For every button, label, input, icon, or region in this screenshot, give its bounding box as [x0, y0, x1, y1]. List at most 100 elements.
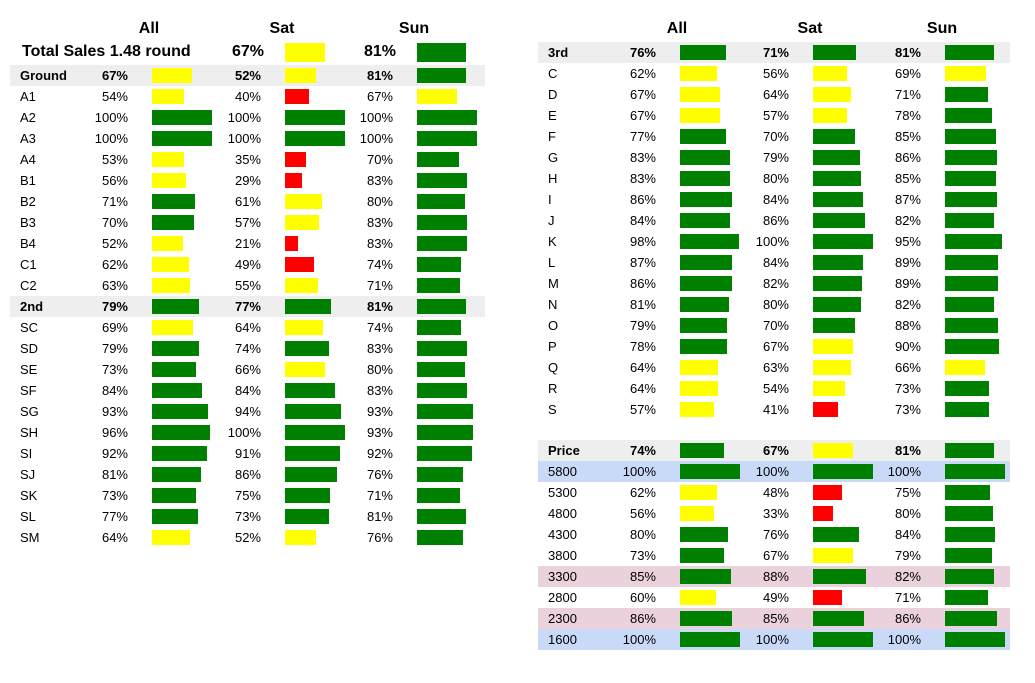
all-value: 63% [101, 278, 128, 293]
row-label: H [548, 171, 558, 186]
row-label: B3 [20, 215, 36, 230]
all-value: 64% [629, 360, 656, 375]
sat-value: 94% [234, 404, 261, 419]
all-value: 79% [101, 299, 128, 314]
sun-bar [417, 131, 477, 146]
sat-value: 55% [234, 278, 261, 293]
sun-value: 83% [366, 236, 393, 251]
row-label: B2 [20, 194, 36, 209]
sat-bar [813, 108, 847, 123]
sun-bar [945, 297, 994, 312]
all-value: 62% [101, 257, 128, 272]
sun-value: 80% [894, 506, 921, 521]
all-value: 79% [101, 341, 128, 356]
table-row: 3800 73% 67% 79% [538, 545, 1010, 566]
all-bar [680, 87, 720, 102]
row-label: Q [548, 360, 559, 375]
sat-bar [813, 569, 866, 584]
all-bar [152, 278, 190, 293]
sat-value: 35% [234, 152, 261, 167]
sun-bar [945, 192, 997, 207]
sun-bar [417, 530, 463, 545]
sat-value: 57% [234, 215, 261, 230]
all-bar [152, 446, 207, 461]
sat-value: 82% [762, 276, 789, 291]
table-row: 4800 56% 33% 80% [538, 503, 1010, 524]
sun-bar [417, 341, 467, 356]
sun-bar [417, 110, 477, 125]
table-row: SI 92% 91% 92% [10, 443, 485, 464]
table-row: SF 84% 84% 83% [10, 380, 485, 401]
table-row: 5300 62% 48% 75% [538, 482, 1010, 503]
all-bar [680, 150, 730, 165]
header-sat: Sat [269, 20, 295, 37]
sun-bar [417, 383, 467, 398]
all-value: 69% [101, 320, 128, 335]
sat-bar [813, 381, 845, 396]
sun-bar [417, 320, 461, 335]
sun-value: 90% [894, 339, 921, 354]
sun-value: 81% [366, 68, 393, 83]
all-value: 52% [101, 236, 128, 251]
all-value: 81% [101, 467, 128, 482]
all-bar [680, 192, 732, 207]
all-value: 73% [101, 362, 128, 377]
sat-value: 48% [762, 485, 789, 500]
total-sat-bar [285, 43, 325, 62]
total-sun-value: 81% [363, 43, 396, 60]
left-table: Ground 67% 52% 81% A1 54% 40% 67% A2 100% 100% 100%… [10, 65, 485, 548]
sat-value: 67% [762, 548, 789, 563]
table-row: C 62% 56% 69% [538, 63, 1010, 84]
sat-value: 33% [762, 506, 789, 521]
all-value: 100% [94, 131, 128, 146]
sat-value: 29% [234, 173, 261, 188]
sun-bar [945, 569, 994, 584]
table-row: N 81% 80% 82% [538, 294, 1010, 315]
all-value: 84% [101, 383, 128, 398]
right-column-headers: All Sat Sun [538, 0, 1010, 38]
sat-bar [285, 299, 331, 314]
sat-bar [813, 129, 855, 144]
sun-bar [945, 87, 988, 102]
sat-bar [285, 194, 322, 209]
all-bar [680, 402, 714, 417]
sat-value: 61% [234, 194, 261, 209]
sun-value: 73% [894, 402, 921, 417]
row-label: SI [20, 446, 33, 461]
row-label: SF [20, 383, 37, 398]
sat-bar [285, 320, 323, 335]
all-bar [152, 89, 184, 104]
left-column-headers: All Sat Sun [10, 0, 485, 38]
all-bar [680, 255, 732, 270]
sun-value: 89% [894, 276, 921, 291]
all-value: 67% [629, 108, 656, 123]
all-value: 64% [629, 381, 656, 396]
sun-bar [417, 509, 466, 524]
row-label: J [548, 213, 555, 228]
sat-bar [813, 213, 865, 228]
all-bar [152, 215, 194, 230]
total-sat-value: 67% [231, 43, 264, 60]
table-row: L 87% 84% 89% [538, 252, 1010, 273]
all-bar [152, 425, 210, 440]
sun-value: 84% [894, 527, 921, 542]
sat-bar [285, 404, 341, 419]
sat-value: 84% [762, 192, 789, 207]
section-gap [538, 420, 1010, 440]
table-row: 2300 86% 85% 86% [538, 608, 1010, 629]
sat-bar [285, 215, 319, 230]
sun-value: 85% [894, 129, 921, 144]
sun-bar [945, 318, 998, 333]
sun-bar [417, 68, 466, 83]
table-row: C1 62% 49% 74% [10, 254, 485, 275]
table-row: SE 73% 66% 80% [10, 359, 485, 380]
all-bar [680, 108, 720, 123]
table-row: B4 52% 21% 83% [10, 233, 485, 254]
header-sat: Sat [797, 20, 823, 37]
sun-bar [945, 129, 996, 144]
all-bar [680, 443, 724, 458]
sun-value: 87% [894, 192, 921, 207]
table-row: A3 100% 100% 100% [10, 128, 485, 149]
sat-value: 77% [234, 299, 261, 314]
sun-value: 100% [887, 632, 921, 647]
